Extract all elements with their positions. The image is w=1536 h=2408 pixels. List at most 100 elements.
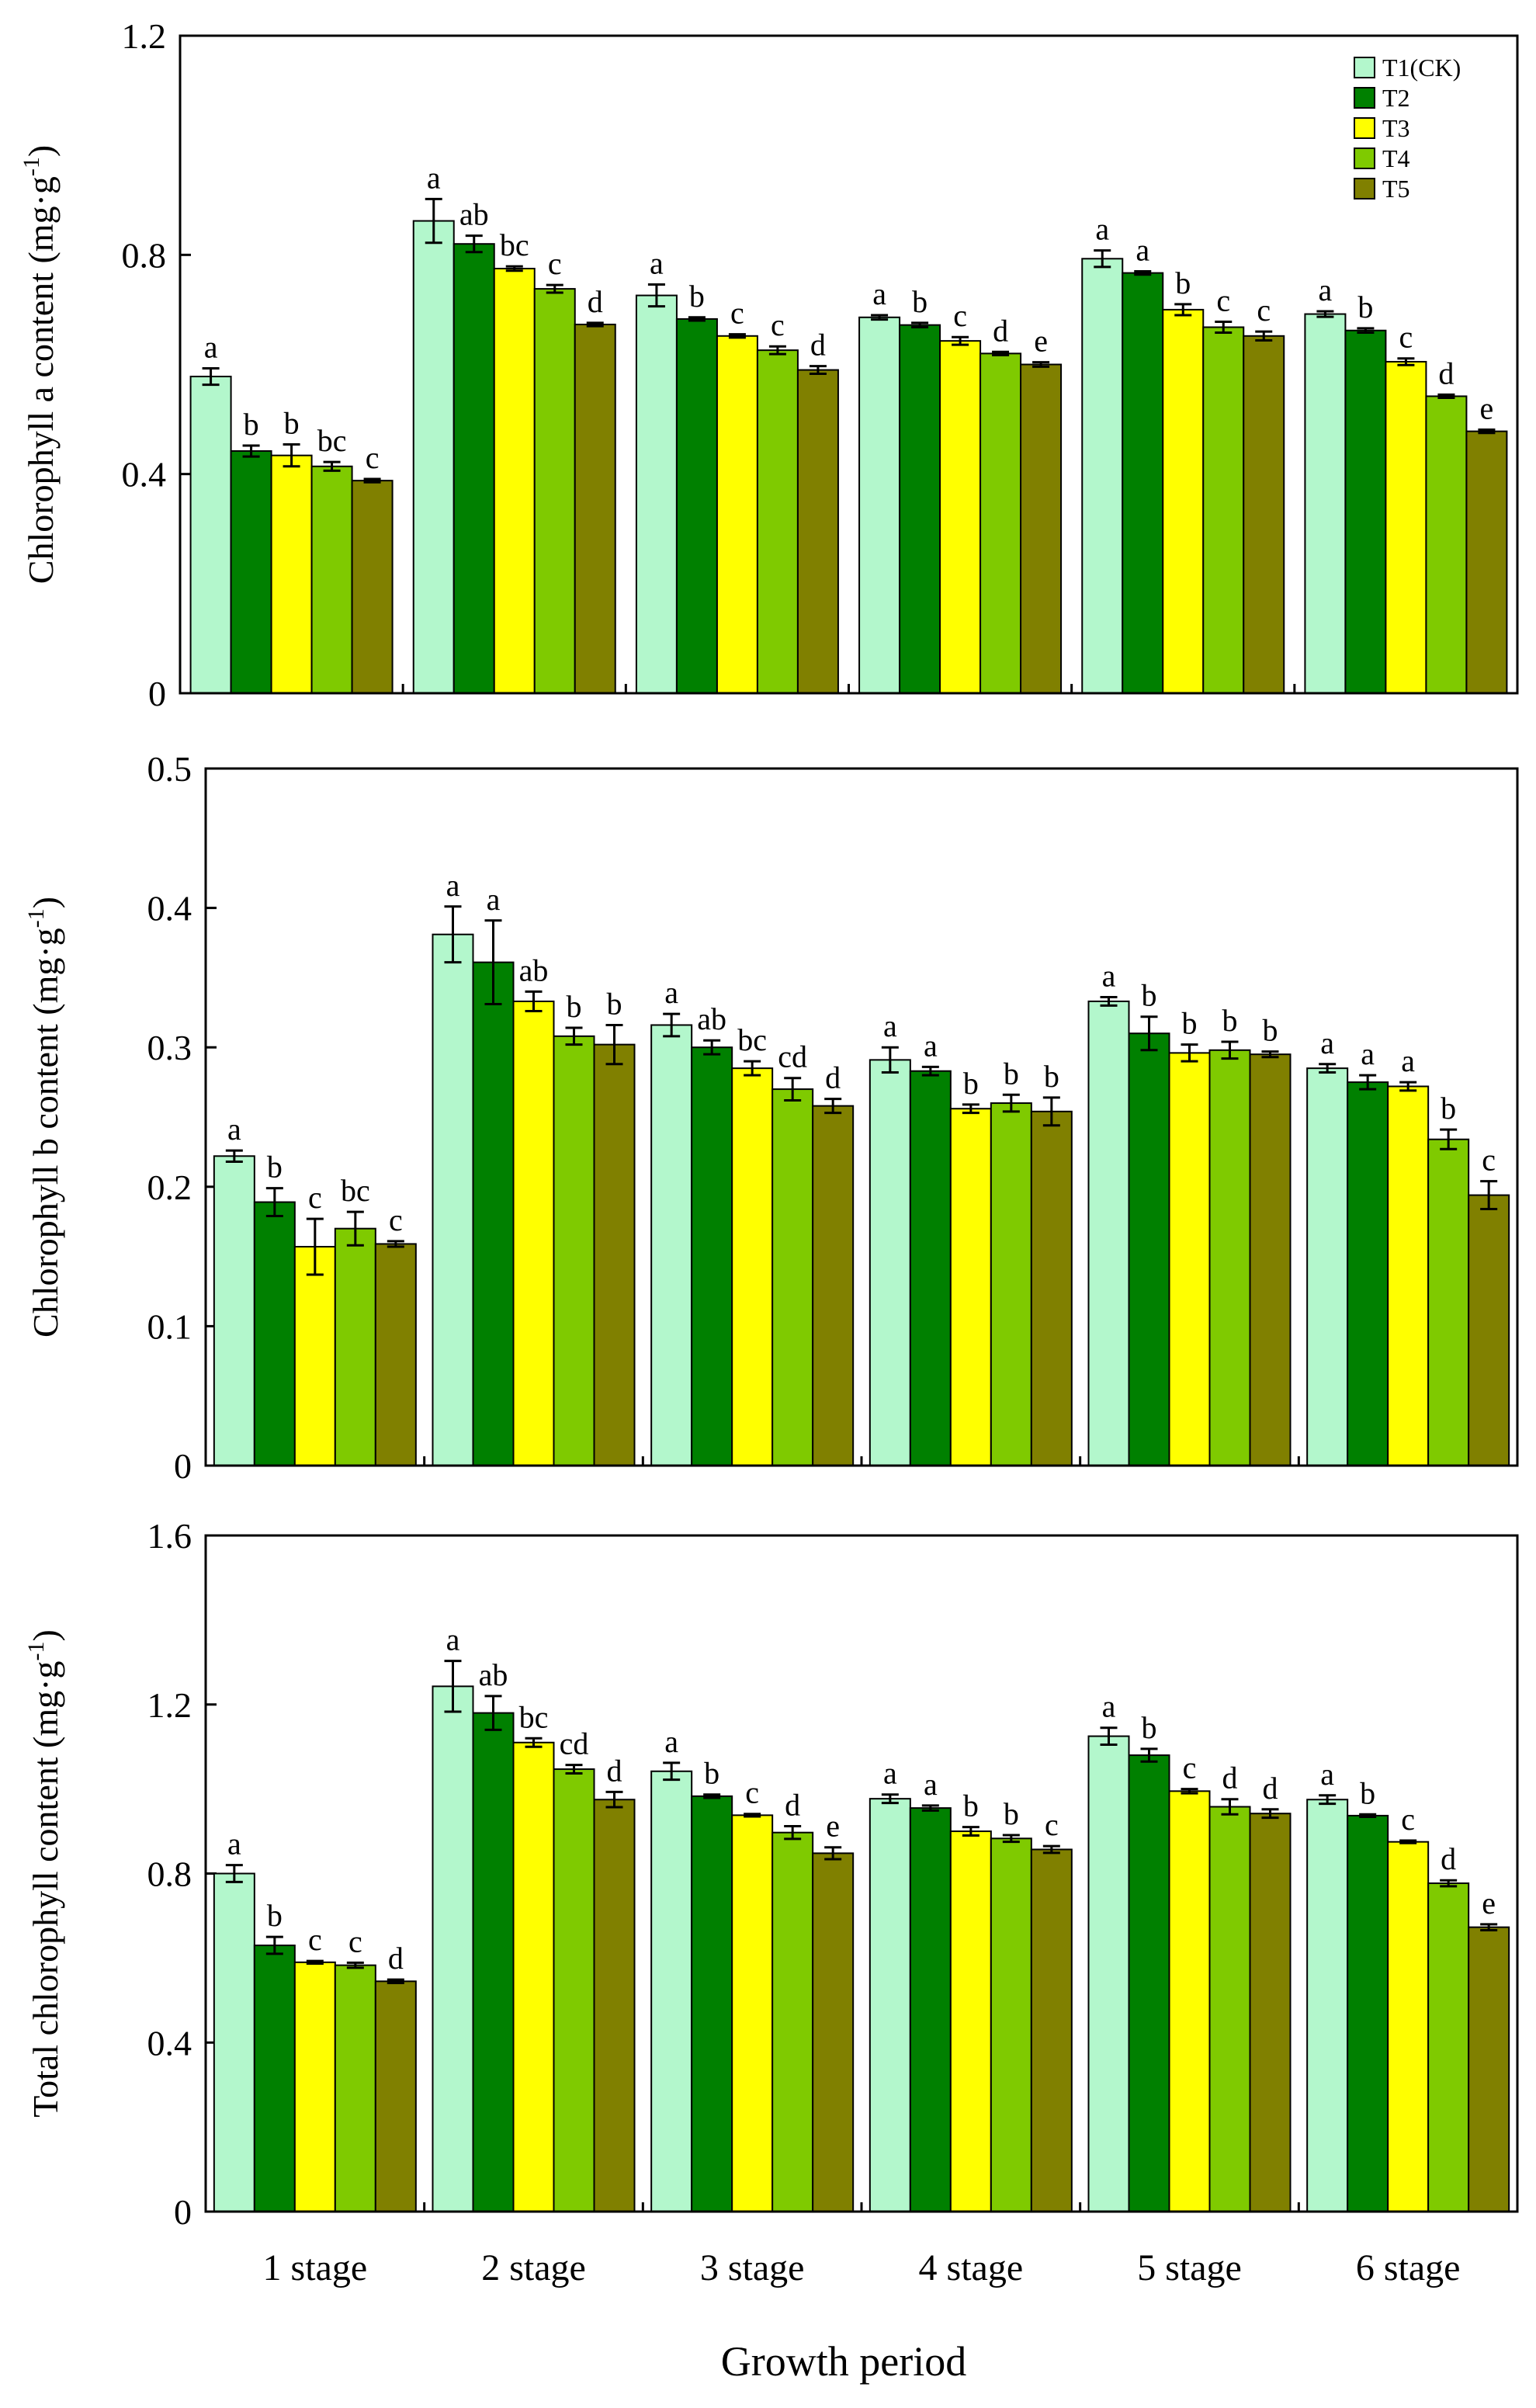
bar xyxy=(1128,1754,1170,2212)
y-tick-label: 0.4 xyxy=(147,2023,192,2063)
significance-label: ab xyxy=(697,1001,726,1036)
bar xyxy=(1081,258,1124,694)
bar xyxy=(949,1108,992,1466)
bar xyxy=(1427,1138,1470,1466)
bar xyxy=(189,376,232,694)
bar xyxy=(1385,360,1427,694)
bar xyxy=(691,1046,733,1466)
legend-label: T4 xyxy=(1382,144,1410,172)
y-axis-label: Chlorophyll b content (mg·g-1) xyxy=(23,897,65,1338)
significance-label: bc xyxy=(317,423,347,458)
significance-label: a xyxy=(1361,1036,1375,1071)
bar xyxy=(1387,1085,1430,1467)
legend-swatch xyxy=(1354,57,1375,78)
bar xyxy=(432,933,474,1466)
significance-label: b xyxy=(567,989,582,1024)
bar xyxy=(1387,1841,1430,2212)
significance-label: a xyxy=(650,245,664,280)
plot-frame xyxy=(179,34,1519,695)
y-tick-label: 0.8 xyxy=(122,235,167,275)
significance-label: bc xyxy=(500,227,529,262)
legend-label: T3 xyxy=(1382,114,1410,142)
legend-swatch xyxy=(1354,178,1375,200)
significance-label: c xyxy=(1045,1807,1059,1842)
bar xyxy=(1347,1814,1389,2213)
bar xyxy=(990,1837,1032,2213)
bar xyxy=(512,1000,555,1466)
significance-label: a xyxy=(872,276,886,311)
y-axis-label-text: Total chlorophyll content (mg·g xyxy=(26,1661,65,2118)
significance-label: a xyxy=(427,160,441,195)
significance-label: ab xyxy=(459,197,489,232)
significance-label: e xyxy=(826,1809,840,1844)
significance-label: bc xyxy=(341,1173,370,1208)
bar xyxy=(1168,1052,1211,1467)
significance-label: b xyxy=(1044,1059,1059,1094)
bar xyxy=(1306,1799,1349,2212)
bar xyxy=(253,1945,296,2212)
bar xyxy=(412,220,455,694)
significance-label: a xyxy=(883,1756,897,1791)
y-tick-label: 1.2 xyxy=(122,16,167,56)
bar xyxy=(452,243,495,694)
x-tick-label: 6 stage xyxy=(1356,2247,1461,2288)
significance-label: ab xyxy=(479,1657,508,1692)
legend-label: T1(CK) xyxy=(1382,54,1461,82)
bar xyxy=(512,1741,555,2212)
significance-label: a xyxy=(1320,1025,1334,1060)
significance-label: c xyxy=(745,1775,759,1810)
bar xyxy=(1425,395,1468,694)
bar xyxy=(1427,1882,1470,2212)
bar xyxy=(1468,1194,1510,1467)
significance-label: a xyxy=(1319,272,1333,307)
significance-label: a xyxy=(664,1724,678,1759)
bar xyxy=(1306,1067,1349,1466)
bar xyxy=(593,1043,636,1467)
significance-label: e xyxy=(1480,390,1494,425)
y-axis-label: Chlorophyll a content (mg·g-1) xyxy=(19,145,61,584)
significance-label: c xyxy=(1399,320,1413,355)
significance-label: b xyxy=(1142,978,1157,1013)
bar xyxy=(230,450,272,694)
bar xyxy=(1162,308,1205,694)
y-axis-unit-superscript: -1 xyxy=(19,157,44,176)
bar xyxy=(472,1712,515,2212)
bar xyxy=(432,1685,474,2212)
legend-swatch xyxy=(1354,117,1375,139)
significance-label: c xyxy=(548,246,562,281)
significance-label: bc xyxy=(737,1022,767,1057)
significance-label: c xyxy=(730,296,744,331)
significance-label: c xyxy=(1183,1750,1197,1785)
significance-label: c xyxy=(953,298,967,333)
y-axis-unit-superscript: -1 xyxy=(23,1642,49,1661)
y-axis-unit-close: ) xyxy=(21,145,61,157)
bar xyxy=(939,340,982,694)
significance-label: b xyxy=(1182,1006,1198,1041)
significance-label: b xyxy=(1175,265,1191,300)
y-tick-label: 0.4 xyxy=(122,455,167,494)
significance-label: a xyxy=(924,1028,938,1063)
bar xyxy=(493,267,536,694)
significance-label: b xyxy=(1222,1003,1238,1038)
bar xyxy=(553,1768,595,2212)
significance-label: c xyxy=(1482,1143,1496,1178)
significance-label: bc xyxy=(519,1699,549,1734)
bar xyxy=(1468,1926,1510,2213)
chlorophyll-b-panel: 00.10.20.30.40.5aaaaaabaababacabbcbbabcb… xyxy=(23,749,1519,1486)
significance-label: c xyxy=(1257,293,1271,328)
bar xyxy=(949,1830,992,2212)
bar xyxy=(1087,1000,1130,1466)
legend-label: T2 xyxy=(1382,84,1410,112)
bar xyxy=(990,1102,1032,1467)
significance-label: c xyxy=(308,1922,322,1957)
bar xyxy=(635,294,678,694)
significance-label: ab xyxy=(519,952,549,987)
significance-label: c xyxy=(1401,1802,1415,1837)
bar xyxy=(675,317,718,694)
significance-label: a xyxy=(883,1008,897,1043)
significance-label: c xyxy=(308,1180,322,1215)
significance-label: b xyxy=(1004,1796,1019,1831)
